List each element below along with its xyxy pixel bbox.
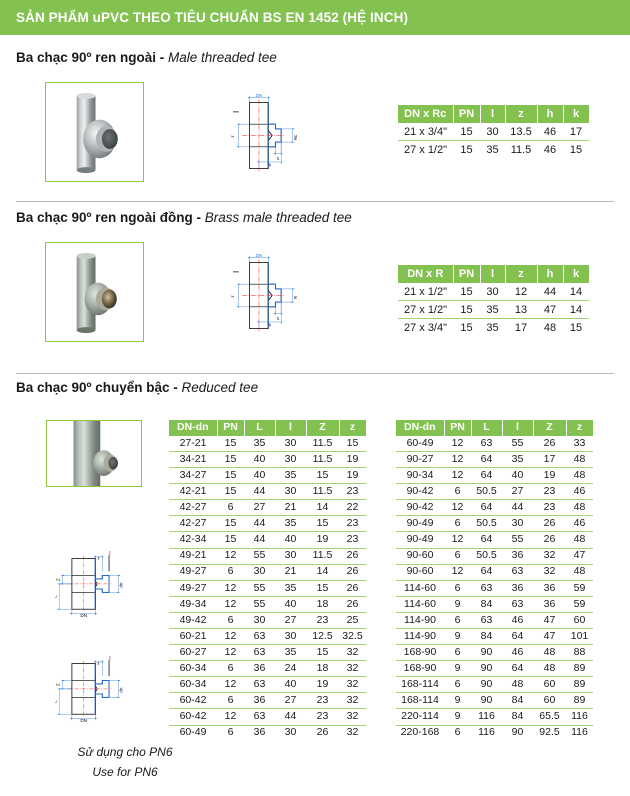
svg-text:DN: DN [80,718,87,723]
svg-text:DN: DN [256,253,262,258]
svg-text:DN: DN [256,93,262,98]
svg-text:z: z [97,660,100,665]
svg-text:k: k [277,316,280,321]
svg-text:L: L [55,700,57,703]
svg-text:dn: dn [119,582,124,588]
svg-text:Z: Z [56,683,61,686]
svg-text:R: R [293,296,298,299]
svg-text:h: h [269,323,272,328]
svg-text:Z: Z [56,578,61,581]
svg-text:l: l [109,656,110,662]
svg-text:L: L [55,595,57,598]
svg-text:dn: dn [119,687,124,693]
svg-text:z: z [230,295,235,297]
svg-text:l: l [109,551,110,557]
svg-text:Rc: Rc [293,134,298,140]
svg-text:z: z [230,135,235,137]
svg-text:h: h [269,163,272,168]
svg-text:z: z [97,555,100,560]
svg-text:DN: DN [80,613,87,618]
svg-text:k: k [277,156,280,161]
